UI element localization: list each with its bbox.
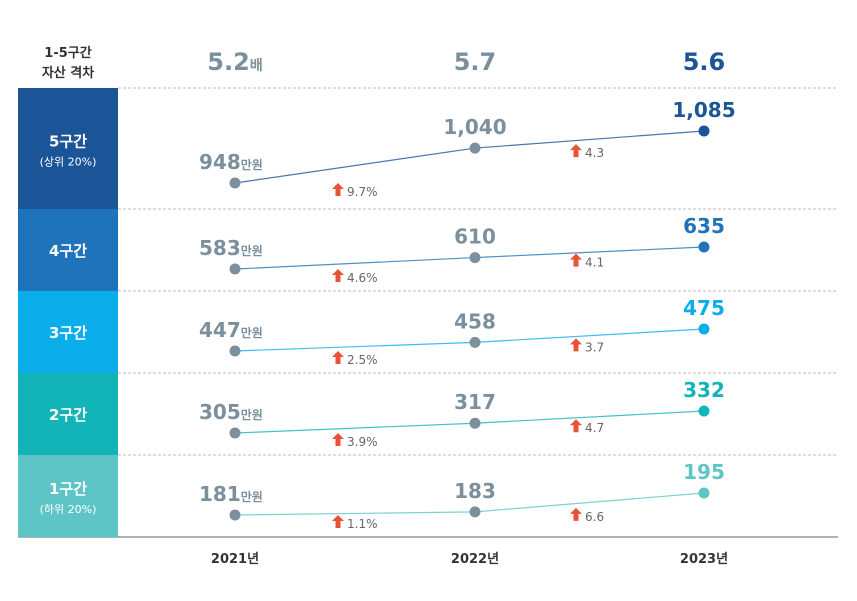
unit-label: 만원 xyxy=(241,157,263,172)
up-arrow-icon xyxy=(332,183,344,196)
band-name: 3구간 xyxy=(49,324,87,342)
data-point xyxy=(698,487,710,499)
data-value: 195 xyxy=(683,460,725,484)
data-point xyxy=(698,125,710,137)
data-label: 475 xyxy=(683,296,725,320)
growth-label: 1.1% xyxy=(347,517,378,531)
data-value: 183 xyxy=(454,479,496,503)
growth-label: 6.6 xyxy=(585,510,604,524)
up-arrow-icon xyxy=(570,419,582,433)
gap-ratio-label: 5.7 xyxy=(454,48,497,76)
data-value: 610 xyxy=(454,225,496,249)
data-label: 305만원 xyxy=(199,400,263,424)
data-value: 305 xyxy=(199,400,241,424)
growth-label: 4.3 xyxy=(585,146,604,160)
growth-label: 3.9% xyxy=(347,435,378,449)
gap-ratio-value: 5.6 xyxy=(683,48,726,76)
band-box xyxy=(18,373,118,455)
band-name: 1구간 xyxy=(49,480,87,498)
data-value: 317 xyxy=(454,390,496,414)
band-name: 2구간 xyxy=(49,406,87,424)
up-arrow-icon xyxy=(570,144,582,158)
data-point xyxy=(698,323,710,335)
data-point xyxy=(229,263,241,275)
unit-label: 만원 xyxy=(241,489,263,504)
data-point xyxy=(698,405,710,417)
band-box xyxy=(18,209,118,291)
up-arrow-icon xyxy=(332,269,344,282)
data-label: 447만원 xyxy=(199,318,263,342)
growth-label: 4.6% xyxy=(347,271,378,285)
data-label: 332 xyxy=(683,378,725,402)
data-point xyxy=(229,427,241,439)
data-value: 635 xyxy=(683,214,725,238)
x-tick-label: 2023년 xyxy=(680,552,728,567)
data-label: 635 xyxy=(683,214,725,238)
gap-ratio-label: 5.6 xyxy=(683,48,726,76)
data-label: 583만원 xyxy=(199,236,263,260)
data-label: 948만원 xyxy=(199,150,263,174)
band-box xyxy=(18,88,118,209)
growth-label: 4.7 xyxy=(585,421,604,435)
data-value: 181 xyxy=(199,482,241,506)
up-arrow-icon xyxy=(332,351,344,364)
data-point xyxy=(469,506,481,518)
data-label: 458 xyxy=(454,309,496,333)
header-label: 자산 격차 xyxy=(42,65,94,81)
band-subtitle: (하위 20%) xyxy=(40,502,97,516)
data-point xyxy=(229,177,241,189)
data-label: 181만원 xyxy=(199,482,263,506)
data-point xyxy=(229,345,241,357)
gap-ratio-value: 5.7 xyxy=(454,48,497,76)
growth-label: 3.7 xyxy=(585,340,604,354)
up-arrow-icon xyxy=(570,253,582,267)
band-name: 4구간 xyxy=(49,242,87,260)
data-value: 458 xyxy=(454,309,496,333)
up-arrow-icon xyxy=(570,507,582,521)
data-label: 317 xyxy=(454,390,496,414)
data-label: 183 xyxy=(454,479,496,503)
data-value: 447 xyxy=(199,318,241,342)
data-value: 1,085 xyxy=(672,98,735,122)
band-subtitle: (상위 20%) xyxy=(40,156,97,169)
data-value: 332 xyxy=(683,378,725,402)
data-point xyxy=(469,417,481,429)
data-point xyxy=(469,142,481,154)
gap-ratio-label: 5.2배 xyxy=(207,48,262,76)
series-line xyxy=(234,246,705,270)
gap-ratio-unit: 배 xyxy=(250,58,263,74)
data-label: 610 xyxy=(454,225,496,249)
data-label: 195 xyxy=(683,460,725,484)
band-box xyxy=(18,455,118,537)
up-arrow-icon xyxy=(332,433,344,446)
header-label: 1-5구간 xyxy=(44,45,91,61)
data-value: 583 xyxy=(199,236,241,260)
data-point xyxy=(469,252,481,264)
unit-label: 만원 xyxy=(241,243,263,258)
up-arrow-icon xyxy=(332,515,344,528)
gap-ratio-value: 5.2 xyxy=(207,48,250,76)
data-value: 948 xyxy=(199,150,241,174)
data-value: 1,040 xyxy=(443,115,506,139)
band-box xyxy=(18,291,118,373)
unit-label: 만원 xyxy=(241,325,263,340)
data-label: 1,085 xyxy=(672,98,735,122)
band-name: 5구간 xyxy=(49,133,87,151)
growth-label: 9.7% xyxy=(347,185,378,199)
data-point xyxy=(469,336,481,348)
x-tick-label: 2021년 xyxy=(211,552,259,567)
data-point xyxy=(229,509,241,521)
data-label: 1,040 xyxy=(443,115,506,139)
data-point xyxy=(698,241,710,253)
series-line xyxy=(234,410,705,434)
x-tick-label: 2022년 xyxy=(451,552,499,567)
growth-label: 4.1 xyxy=(585,256,604,270)
growth-label: 2.5% xyxy=(347,353,378,367)
data-value: 475 xyxy=(683,296,725,320)
unit-label: 만원 xyxy=(241,407,263,422)
up-arrow-icon xyxy=(570,338,582,352)
